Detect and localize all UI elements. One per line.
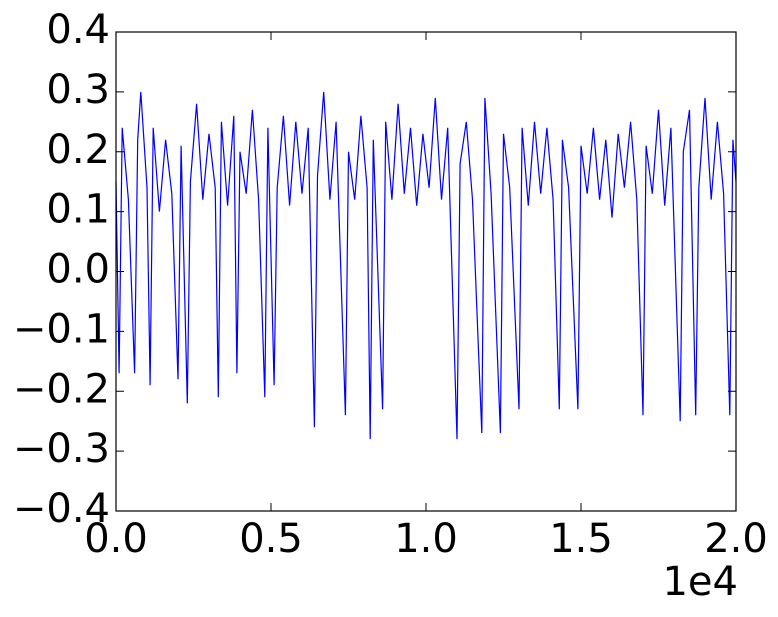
y-tick-label: −0.2: [13, 366, 110, 412]
x-tick-label: 0.0: [84, 516, 148, 562]
x-offset-label: 1e4: [662, 559, 738, 605]
y-tick-label: 0.1: [46, 187, 110, 233]
y-tick-label: 0.2: [46, 127, 110, 173]
x-tick-label: 1.5: [549, 516, 613, 562]
plot-area: [116, 32, 736, 511]
data-line: [115, 91, 737, 440]
y-tick-label: −0.4: [13, 486, 110, 532]
x-tick-label: 2.0: [704, 516, 768, 562]
y-tick-label: 0.3: [46, 67, 110, 113]
x-tick-label: 1.0: [394, 516, 458, 562]
x-tick-label: 0.5: [239, 516, 303, 562]
y-tick-label: 0.0: [46, 247, 110, 293]
y-tick-label: 0.4: [46, 7, 110, 53]
y-tick-label: −0.1: [13, 306, 110, 352]
y-tick-label: −0.3: [13, 426, 110, 472]
